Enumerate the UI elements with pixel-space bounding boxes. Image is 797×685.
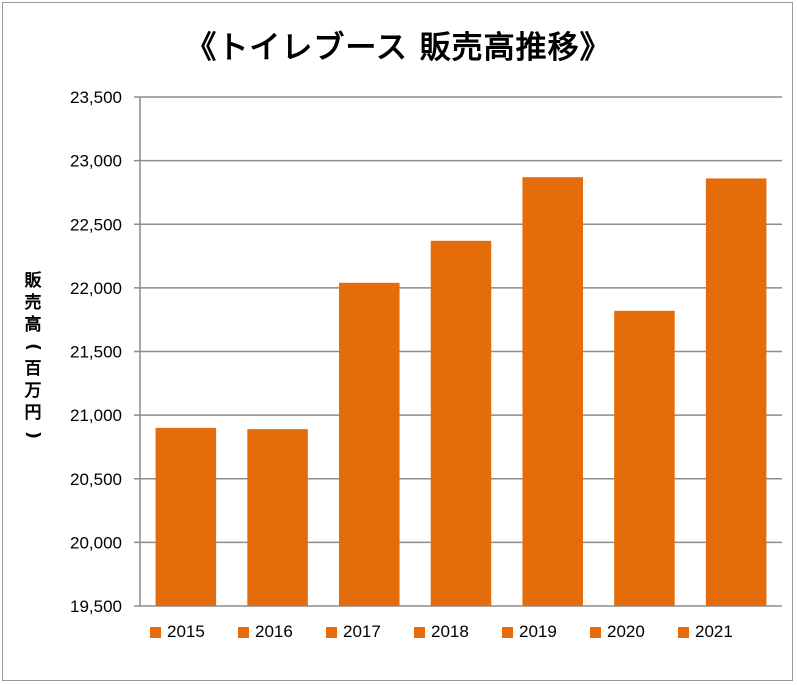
y-tick-label: 20,000 [70,533,122,552]
y-tick-label: 19,500 [70,597,122,616]
bar-2020 [614,310,675,606]
y-tick-label: 23,500 [70,88,122,107]
y-tick-label: 21,000 [70,406,122,425]
legend-item-2019: 2019 [502,622,557,642]
legend-swatch [414,626,425,638]
bar-2016 [247,429,308,606]
y-axis-label-char: 万 [24,381,42,401]
y-axis-label-char: 円 [24,403,42,423]
legend-swatch [326,626,337,638]
legend-label: 2017 [343,622,381,641]
legend-swatch [150,626,161,638]
legend-swatch [238,626,249,638]
legend-swatch [502,626,513,638]
legend-label: 2019 [519,622,557,641]
bar-2015 [155,427,217,606]
chart-title: 《トイレブース 販売高推移》 [185,30,612,66]
legend-item-2020: 2020 [590,622,645,642]
y-axis-label-char: 高 [24,315,42,335]
y-tick-label: 22,500 [70,215,122,234]
y-axis-label-char: 売 [24,293,42,313]
legend-item-2021: 2021 [678,622,733,642]
y-axis-label: 販売高(百万円) [22,270,44,446]
legend-item-2017: 2017 [326,622,381,642]
legend-item-2015: 2015 [150,622,205,642]
legend-swatch [590,626,601,638]
y-tick-label: 23,000 [70,152,122,171]
bar-2017 [339,282,400,606]
y-axis-label-char: 百 [24,359,42,379]
bar-2019 [522,177,583,607]
legend-label: 2016 [255,622,293,641]
legend-label: 2020 [607,622,645,641]
legend-item-2018: 2018 [414,622,469,642]
legend-item-2016: 2016 [238,622,293,642]
y-tick-label: 22,000 [70,279,122,298]
y-axis-label-char: 販 [24,271,42,291]
legend-label: 2018 [431,622,469,641]
legend-swatch [678,626,689,638]
y-tick-label: 20,500 [70,470,122,489]
bar-2018 [430,240,492,607]
legend-label: 2015 [167,622,205,641]
bar-2021 [705,178,767,606]
legend-label: 2021 [695,622,733,641]
y-tick-label: 21,500 [70,343,122,362]
chart-legend: 2015 2016 2017 2018 2019 2020 2021 [150,622,770,646]
